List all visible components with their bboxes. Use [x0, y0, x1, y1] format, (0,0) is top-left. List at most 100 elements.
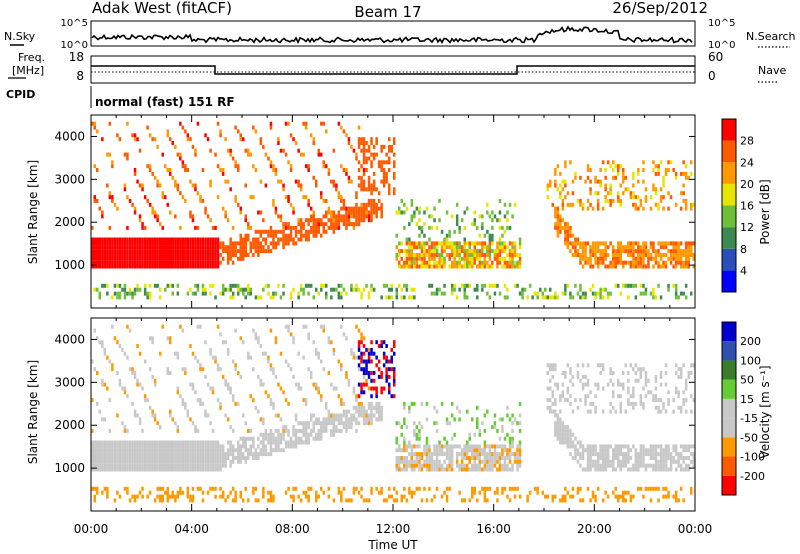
- data-cell: [327, 225, 331, 230]
- data-cell: [390, 494, 393, 499]
- data-cell: [455, 452, 459, 457]
- data-cell: [312, 137, 315, 142]
- data-cell: [136, 287, 139, 292]
- data-cell: [594, 249, 597, 254]
- data-cell: [606, 198, 610, 203]
- data-cell: [450, 456, 454, 460]
- data-cell: [126, 249, 129, 254]
- data-cell: [443, 467, 446, 472]
- data-cell: [357, 222, 361, 227]
- data-cell: [488, 456, 492, 460]
- data-cell: [674, 467, 678, 472]
- data-cell: [491, 467, 494, 472]
- data-cell: [196, 463, 200, 468]
- data-cell: [488, 467, 492, 472]
- data-cell: [410, 253, 414, 257]
- data-cell: [247, 152, 250, 157]
- colorbar-swatch: [722, 456, 736, 476]
- data-cell: [176, 264, 180, 269]
- data-cell: [637, 241, 640, 246]
- data-cell: [171, 249, 174, 254]
- data-cell: [272, 295, 275, 300]
- data-cell: [148, 490, 152, 495]
- data-cell: [674, 175, 678, 180]
- data-cell: [410, 448, 414, 453]
- data-cell: [269, 452, 273, 457]
- data-cell: [342, 214, 346, 219]
- data-cell: [199, 448, 202, 453]
- data-cell: [453, 245, 456, 250]
- data-cell: [141, 486, 144, 491]
- data-cell: [430, 452, 434, 457]
- data-cell: [196, 256, 200, 261]
- data-cell: [458, 229, 461, 234]
- data-cell: [304, 121, 308, 126]
- data-cell: [405, 241, 409, 246]
- data-cell: [393, 187, 396, 192]
- data-cell: [360, 164, 363, 169]
- data-cell: [571, 444, 575, 449]
- data-cell: [559, 398, 562, 403]
- data-cell: [561, 218, 565, 223]
- data-cell: [342, 287, 346, 292]
- colorbar-tick: 28: [740, 135, 754, 148]
- data-cell: [194, 256, 197, 261]
- data-cell: [136, 456, 139, 460]
- data-cell: [566, 241, 570, 246]
- data-cell: [342, 168, 346, 172]
- data-cell: [264, 452, 268, 457]
- data-cell: [345, 168, 348, 172]
- data-cell: [622, 444, 625, 449]
- data-cell: [287, 401, 290, 406]
- data-cell: [672, 283, 675, 288]
- data-cell: [242, 413, 245, 418]
- data-cell: [471, 452, 474, 457]
- data-cell: [546, 494, 549, 499]
- data-cell: [304, 237, 308, 242]
- data-cell: [191, 494, 195, 499]
- data-cell: [264, 448, 268, 453]
- data-cell: [599, 448, 602, 453]
- data-cell: [108, 260, 112, 265]
- data-cell: [375, 340, 378, 345]
- data-cell: [196, 444, 200, 449]
- data-cell: [196, 428, 200, 433]
- data-cell: [408, 490, 411, 495]
- data-cell: [367, 401, 371, 406]
- data-cell: [393, 378, 396, 383]
- data-cell: [606, 444, 610, 449]
- data-cell: [385, 171, 388, 176]
- data-cell: [627, 398, 630, 403]
- data-cell: [284, 237, 288, 242]
- data-cell: [652, 486, 655, 491]
- data-cell: [159, 287, 162, 292]
- data-cell: [169, 440, 172, 445]
- data-cell: [659, 160, 663, 165]
- data-cell: [443, 245, 446, 250]
- data-cell: [128, 249, 132, 254]
- data-cell: [483, 456, 487, 460]
- data-cell: [214, 456, 217, 460]
- data-cell: [390, 355, 393, 360]
- colorbar-swatch: [722, 322, 736, 342]
- data-cell: [136, 283, 139, 288]
- data-cell: [269, 160, 273, 165]
- data-cell: [98, 463, 101, 468]
- data-cell: [98, 206, 101, 211]
- data-cell: [299, 225, 303, 230]
- data-cell: [131, 452, 134, 457]
- nave-label: Nave: [758, 64, 786, 77]
- data-cell: [536, 490, 539, 495]
- data-cell: [576, 249, 580, 254]
- data-cell: [654, 295, 658, 300]
- data-cell: [289, 133, 293, 138]
- data-cell: [345, 425, 348, 430]
- data-cell: [237, 448, 240, 453]
- data-cell: [327, 371, 331, 375]
- data-cell: [126, 253, 129, 257]
- data-cell: [622, 264, 625, 269]
- data-cell: [151, 241, 154, 246]
- data-cell: [221, 490, 225, 495]
- data-cell: [408, 237, 411, 242]
- data-cell: [184, 456, 187, 460]
